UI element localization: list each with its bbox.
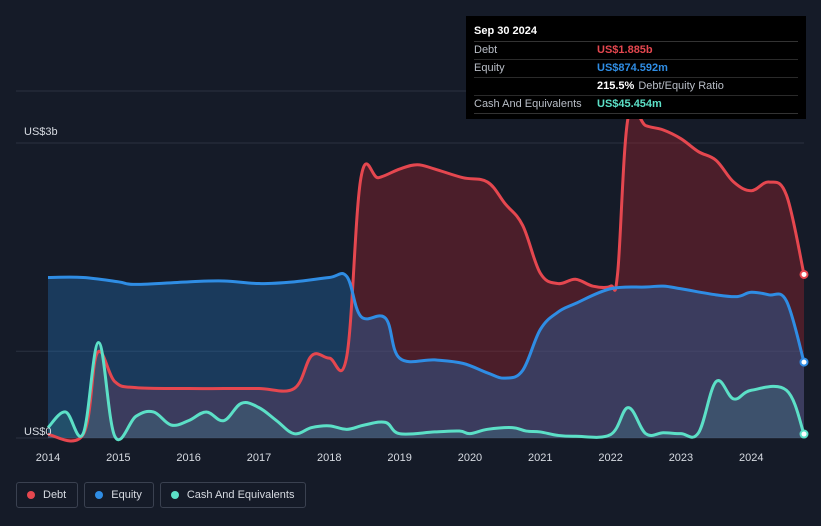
y-axis-top-label: US$3b: [24, 126, 58, 138]
series-areas: [48, 106, 804, 442]
tooltip-date: Sep 30 2024: [474, 24, 798, 42]
tooltip-ratio-label: [474, 78, 597, 95]
tooltip-debt-value: US$1.885b: [597, 44, 653, 56]
tooltip-row-debt: Debt US$1.885b: [474, 42, 798, 60]
y-axis-bottom-label: US$0: [24, 426, 52, 438]
debt-end-marker: [799, 269, 809, 279]
x-tick-label: 2022: [598, 452, 622, 464]
x-tick-label: 2016: [176, 452, 200, 464]
tooltip-equity-value: US$874.592m: [597, 62, 668, 74]
tooltip-cash-value: US$45.454m: [597, 98, 662, 110]
x-tick-label: 2021: [528, 452, 552, 464]
x-tick-label: 2020: [458, 452, 482, 464]
x-tick-label: 2015: [106, 452, 130, 464]
legend-item-debt[interactable]: Debt: [16, 482, 79, 508]
debt-line: [47, 105, 806, 443]
legend-label-debt: Debt: [43, 489, 67, 501]
hover-tooltip: Sep 30 2024 Debt US$1.885b Equity US$874…: [466, 16, 806, 119]
legend-item-equity[interactable]: Equity: [84, 482, 154, 508]
equity-line: [47, 272, 806, 380]
cash-end-marker: [799, 429, 809, 439]
end-markers: [799, 269, 809, 439]
tooltip-row-equity: Equity US$874.592m: [474, 60, 798, 78]
tooltip-equity-label: Equity: [474, 62, 505, 74]
tooltip-debt-label: Debt: [474, 44, 498, 56]
cash-line: [46, 341, 806, 441]
tooltip-ratio-suffix: Debt/Equity Ratio: [638, 80, 724, 92]
grid-lines: [16, 90, 804, 439]
x-tick-label: 2019: [387, 452, 411, 464]
equity-end-marker: [799, 357, 809, 367]
legend-item-cash[interactable]: Cash And Equivalents: [159, 482, 307, 508]
tooltip-cash-label: Cash And Equivalents: [474, 98, 582, 110]
debt-area: [48, 106, 804, 442]
x-tick-label: 2017: [247, 452, 271, 464]
tooltip-row-cash: Cash And Equivalents US$45.454m: [474, 96, 798, 114]
legend-label-equity: Equity: [111, 489, 142, 501]
legend-dot-equity: [95, 491, 104, 499]
legend-dot-debt: [27, 491, 35, 499]
x-tick-label: 2023: [669, 452, 693, 464]
equity-area: [48, 273, 804, 438]
legend-label-cash: Cash And Equivalents: [186, 489, 295, 501]
cash-area: [48, 342, 804, 440]
chart-legend: Debt Equity Cash And Equivalents: [16, 482, 307, 508]
x-axis-ticks: 2014 2015 2016 2017 2018 2019 2020 2021 2022 2023…: [36, 452, 764, 464]
x-tick-label: 2014: [36, 452, 60, 464]
tooltip-row-ratio: 215.5% Debt/Equity Ratio: [474, 78, 798, 96]
legend-dot-cash: [170, 491, 179, 499]
x-tick-label: 2018: [317, 452, 341, 464]
tooltip-ratio-value: 215.5%: [597, 80, 635, 92]
series-lines: [46, 105, 806, 443]
x-tick-label: 2024: [739, 452, 763, 464]
